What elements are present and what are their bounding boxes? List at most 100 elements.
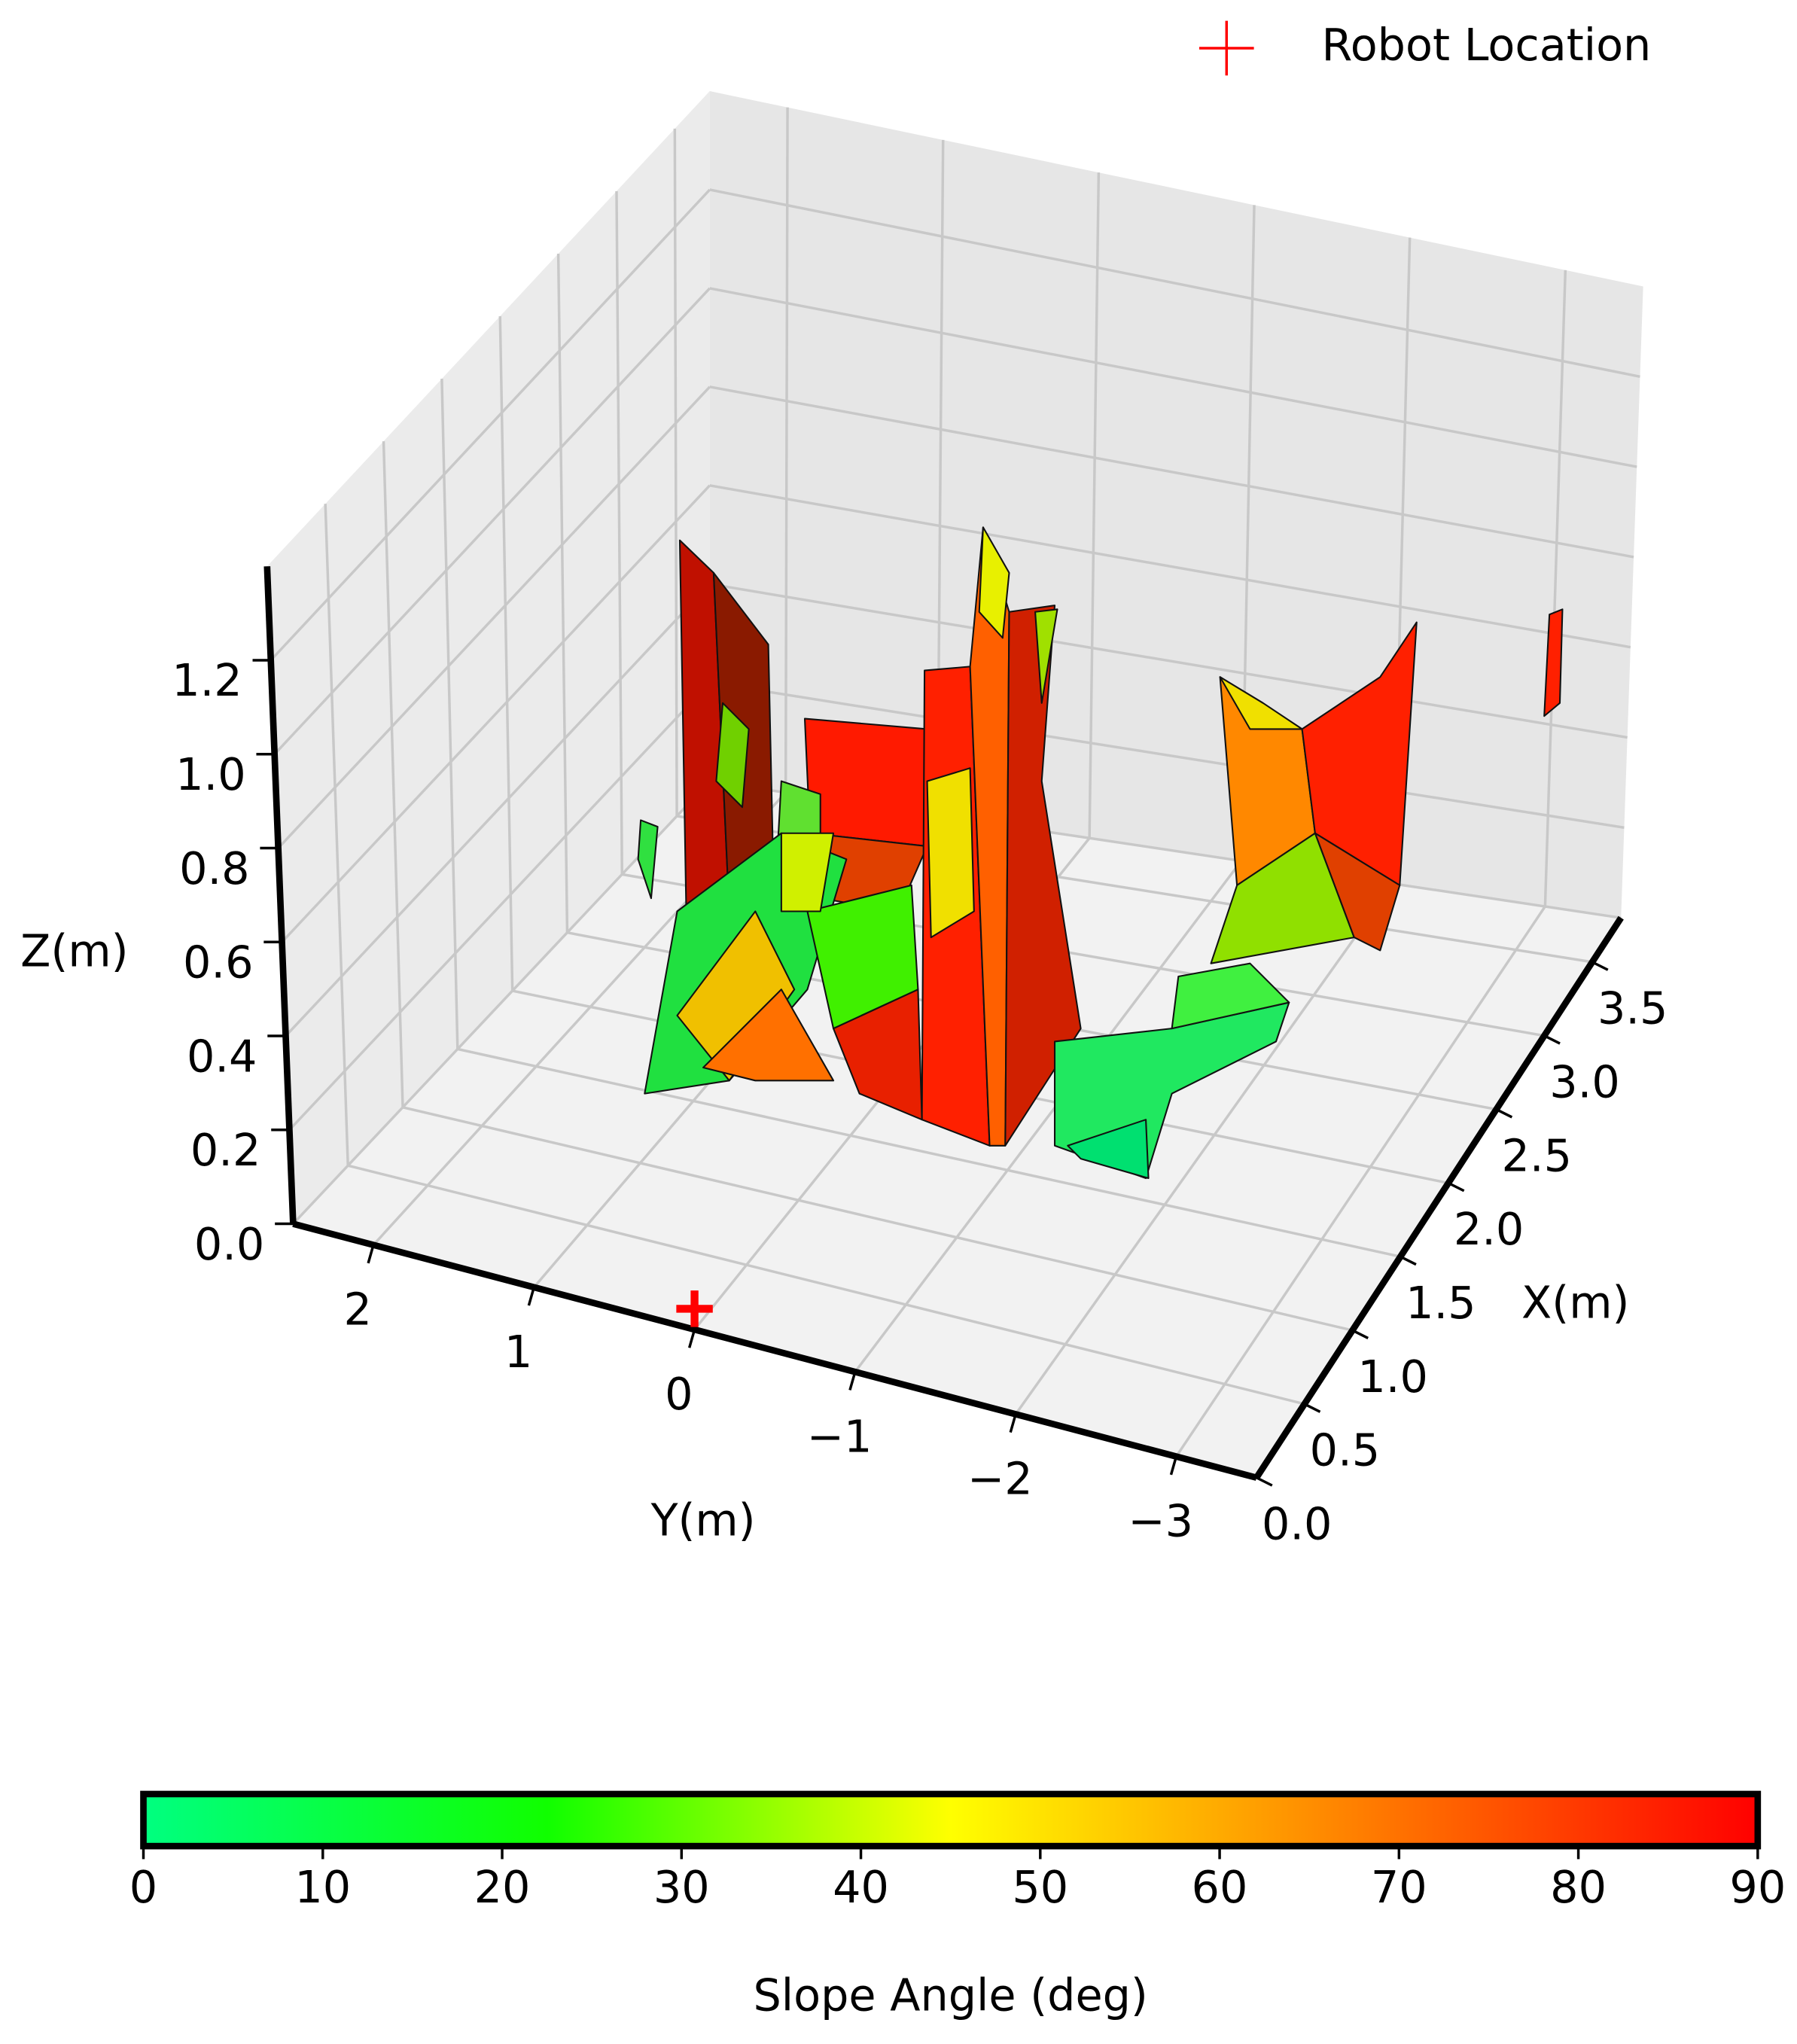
colorbar-label: Slope Angle (deg) bbox=[753, 1969, 1147, 2021]
mesh-face bbox=[1301, 621, 1418, 886]
grid-line bbox=[285, 583, 711, 1037]
x-tick bbox=[1256, 1476, 1273, 1487]
grid-line bbox=[1088, 172, 1101, 839]
grid-line bbox=[673, 128, 678, 817]
colorbar-tick-label: 60 bbox=[1192, 1861, 1248, 1913]
grid-line bbox=[498, 316, 514, 992]
colorbar-tick-label: 0 bbox=[129, 1861, 157, 1913]
grid-line bbox=[854, 860, 1243, 1373]
grid-line bbox=[281, 484, 711, 943]
x-tick-label: 0.0 bbox=[1262, 1498, 1332, 1550]
x-tick bbox=[1448, 1181, 1465, 1193]
x-tick bbox=[1543, 1034, 1561, 1045]
mesh-face bbox=[715, 702, 750, 809]
y-tick-label: −3 bbox=[1128, 1495, 1193, 1547]
y-axis bbox=[292, 1220, 1258, 1481]
robot-marker bbox=[676, 1290, 713, 1327]
z-tick-label: 1.0 bbox=[175, 748, 245, 800]
x-tick bbox=[1591, 961, 1609, 971]
y-tick-label: −2 bbox=[967, 1452, 1033, 1504]
x-axis-label: X(m) bbox=[1521, 1277, 1629, 1329]
y-tick-label: −1 bbox=[807, 1410, 873, 1462]
colorbar-tick-label: 10 bbox=[294, 1861, 351, 1913]
grid-line bbox=[709, 385, 1634, 559]
mesh-face bbox=[1034, 608, 1058, 704]
grid-line bbox=[270, 188, 711, 662]
mesh-face bbox=[780, 832, 835, 912]
x-tick bbox=[1351, 1329, 1369, 1339]
y-tick bbox=[848, 1371, 857, 1391]
z-axis bbox=[263, 566, 297, 1224]
legend-marker bbox=[1199, 20, 1254, 76]
colorbar-tick-label: 30 bbox=[653, 1861, 710, 1913]
x-tick-label: 2.5 bbox=[1502, 1129, 1572, 1181]
z-tick-label: 0.4 bbox=[187, 1030, 257, 1082]
mesh-face bbox=[637, 819, 659, 900]
mesh-face bbox=[1543, 608, 1564, 717]
x-tick bbox=[1400, 1255, 1417, 1266]
colorbar-tick-label: 50 bbox=[1012, 1861, 1068, 1913]
legend-label: Robot Location bbox=[1322, 19, 1652, 71]
grid-line bbox=[709, 681, 1625, 830]
y-tick-label: 1 bbox=[504, 1326, 532, 1378]
y-tick bbox=[1169, 1456, 1178, 1476]
mesh-face bbox=[1067, 1119, 1150, 1180]
colorbar-tick-label: 80 bbox=[1550, 1861, 1607, 1913]
x-tick-label: 2.0 bbox=[1454, 1203, 1524, 1255]
grid-line bbox=[1543, 270, 1567, 907]
z-tick-label: 1.2 bbox=[172, 654, 242, 706]
grid-line bbox=[556, 253, 569, 933]
y-tick bbox=[527, 1287, 535, 1306]
grid-line bbox=[402, 1106, 1353, 1332]
mesh bbox=[637, 526, 1564, 1180]
colorbar-tick-label: 90 bbox=[1729, 1861, 1786, 1913]
grid-line bbox=[615, 190, 623, 875]
y-tick bbox=[367, 1244, 375, 1264]
grid-line bbox=[709, 188, 1640, 378]
grid-line bbox=[347, 1164, 1305, 1406]
grid-line bbox=[1014, 882, 1395, 1415]
y-axis-label: Y(m) bbox=[650, 1494, 756, 1546]
z-tick-label: 0.2 bbox=[190, 1124, 260, 1176]
grid-line bbox=[1174, 906, 1546, 1458]
x-axis bbox=[1253, 915, 1624, 1480]
mesh-face bbox=[832, 988, 923, 1121]
colorbar-tick-label: 20 bbox=[474, 1861, 531, 1913]
x-tick-label: 1.5 bbox=[1406, 1277, 1476, 1329]
x-tick-label: 1.0 bbox=[1357, 1351, 1427, 1403]
grid-line bbox=[709, 287, 1637, 468]
mesh-face bbox=[803, 717, 928, 848]
grid-line bbox=[324, 504, 349, 1166]
y-tick-label: 0 bbox=[665, 1368, 693, 1420]
grid-line bbox=[440, 379, 459, 1049]
x-tick-label: 3.0 bbox=[1549, 1056, 1619, 1108]
x-tick bbox=[1495, 1107, 1513, 1119]
grid-line bbox=[457, 1047, 1401, 1258]
axes: 0.0 0.2 0.4 0.6 0.8 1.0 1.2 2 1 0 −1 −2 −3 0.0 0.5 1.0 1… bbox=[20, 566, 1668, 1550]
mesh-face bbox=[702, 988, 835, 1082]
mesh-face bbox=[1171, 962, 1290, 1030]
z-tick-label: 0.6 bbox=[183, 937, 253, 988]
grid-line bbox=[288, 681, 711, 1131]
side-pane bbox=[267, 91, 710, 1224]
z-tick-label: 0.8 bbox=[179, 842, 249, 894]
grid-line bbox=[784, 107, 789, 793]
mesh-face bbox=[1314, 832, 1401, 952]
z-axis-label: Z(m) bbox=[20, 925, 128, 977]
colorbar-tick-label: 70 bbox=[1371, 1861, 1427, 1913]
y-tick bbox=[1009, 1413, 1017, 1433]
y-tick bbox=[687, 1329, 696, 1348]
x-tick bbox=[1303, 1403, 1321, 1413]
mesh-face bbox=[978, 526, 1010, 639]
mesh-face bbox=[1219, 676, 1303, 730]
grid-line bbox=[277, 385, 711, 849]
grid-line bbox=[382, 441, 404, 1107]
mesh-face bbox=[926, 767, 975, 939]
x-tick-label: 0.5 bbox=[1310, 1424, 1380, 1476]
colorbar bbox=[140, 1790, 1762, 1850]
grid-line bbox=[709, 484, 1631, 649]
grid-line bbox=[273, 287, 711, 755]
grid-line bbox=[709, 583, 1628, 739]
